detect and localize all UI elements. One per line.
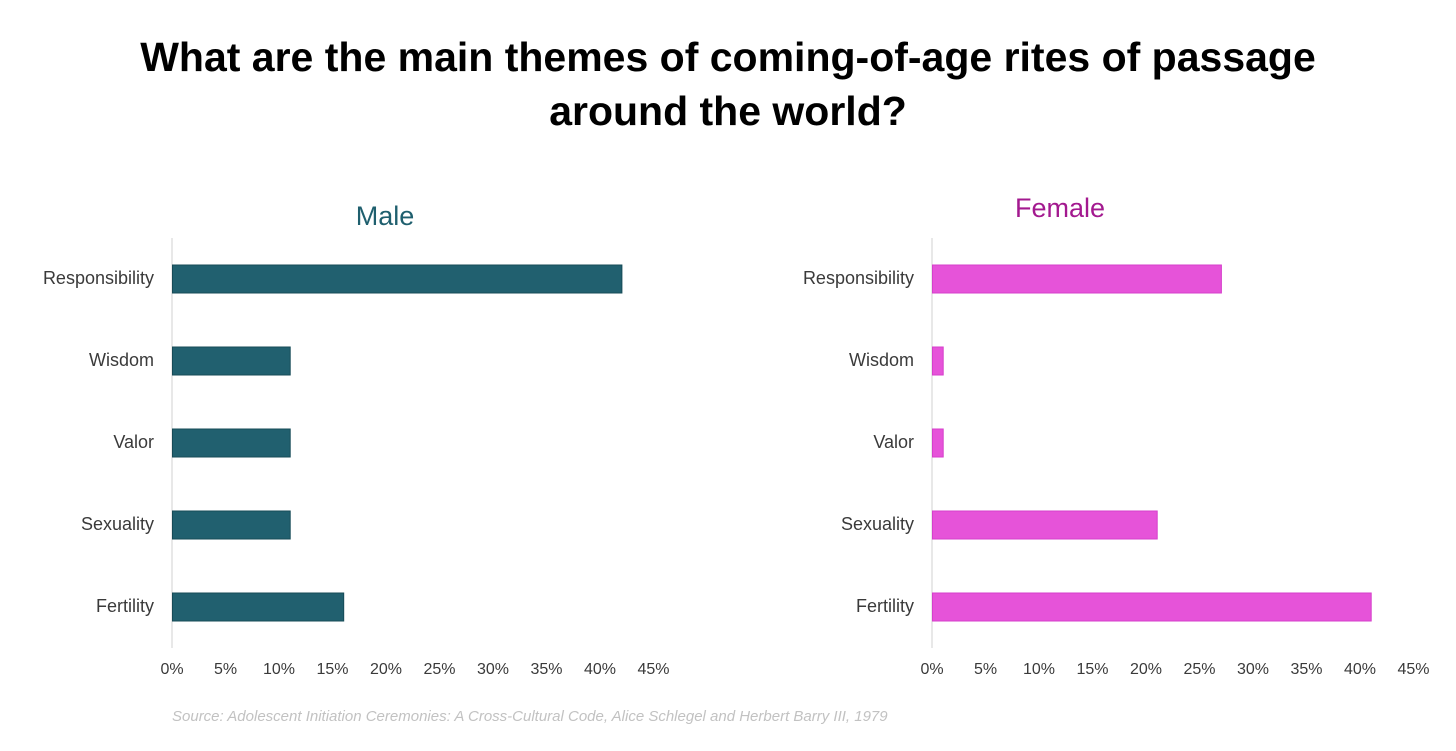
female-tick-label: 20% [1130,661,1162,678]
male-tick-label: 40% [584,661,616,678]
female-tick-label: 15% [1076,661,1108,678]
female-tick-label: 45% [1397,661,1429,678]
female-category-label: Responsibility [803,268,914,288]
female-bar-wisdom [932,346,944,376]
female-tick-label: 30% [1237,661,1269,678]
chart-title-line-2: around the world? [549,88,907,134]
male-bar-fertility [172,592,345,622]
male-tick-label: 5% [214,661,237,678]
female-tick-label: 40% [1344,661,1376,678]
female-bar-valor [932,428,944,458]
male-tick-label: 45% [637,661,669,678]
female-bar-responsibility [932,264,1222,294]
female-category-label: Fertility [856,596,914,616]
male-bar-sexuality [172,510,291,540]
female-tick-label: 35% [1290,661,1322,678]
female-tick-label: 0% [920,661,943,678]
male-category-label: Wisdom [89,350,154,370]
male-tick-label: 0% [160,661,183,678]
male-tick-label: 20% [370,661,402,678]
male-tick-label: 25% [423,661,455,678]
female-bar-sexuality [932,510,1158,540]
male-tick-label: 10% [263,661,295,678]
female-category-label: Sexuality [841,514,914,534]
female-category-label: Valor [873,432,914,452]
female-tick-label: 5% [974,661,997,678]
male-tick-label: 15% [316,661,348,678]
female-bar-fertility [932,592,1372,622]
female-tick-label: 10% [1023,661,1055,678]
male-category-label: Responsibility [43,268,154,288]
female-chart-title: Female [1015,193,1105,223]
male-category-label: Sexuality [81,514,154,534]
male-bar-valor [172,428,291,458]
female-category-label: Wisdom [849,350,914,370]
male-tick-label: 35% [530,661,562,678]
male-chart-title: Male [356,201,415,231]
chart-title-line-1: What are the main themes of coming-of-ag… [140,34,1316,80]
male-bar-wisdom [172,346,291,376]
male-category-label: Valor [113,432,154,452]
male-category-label: Fertility [96,596,154,616]
male-tick-label: 30% [477,661,509,678]
male-bar-responsibility [172,264,623,294]
source-note: Source: Adolescent Initiation Ceremonies… [172,708,888,725]
female-tick-label: 25% [1183,661,1215,678]
chart-title: What are the main themes of coming-of-ag… [0,30,1456,138]
